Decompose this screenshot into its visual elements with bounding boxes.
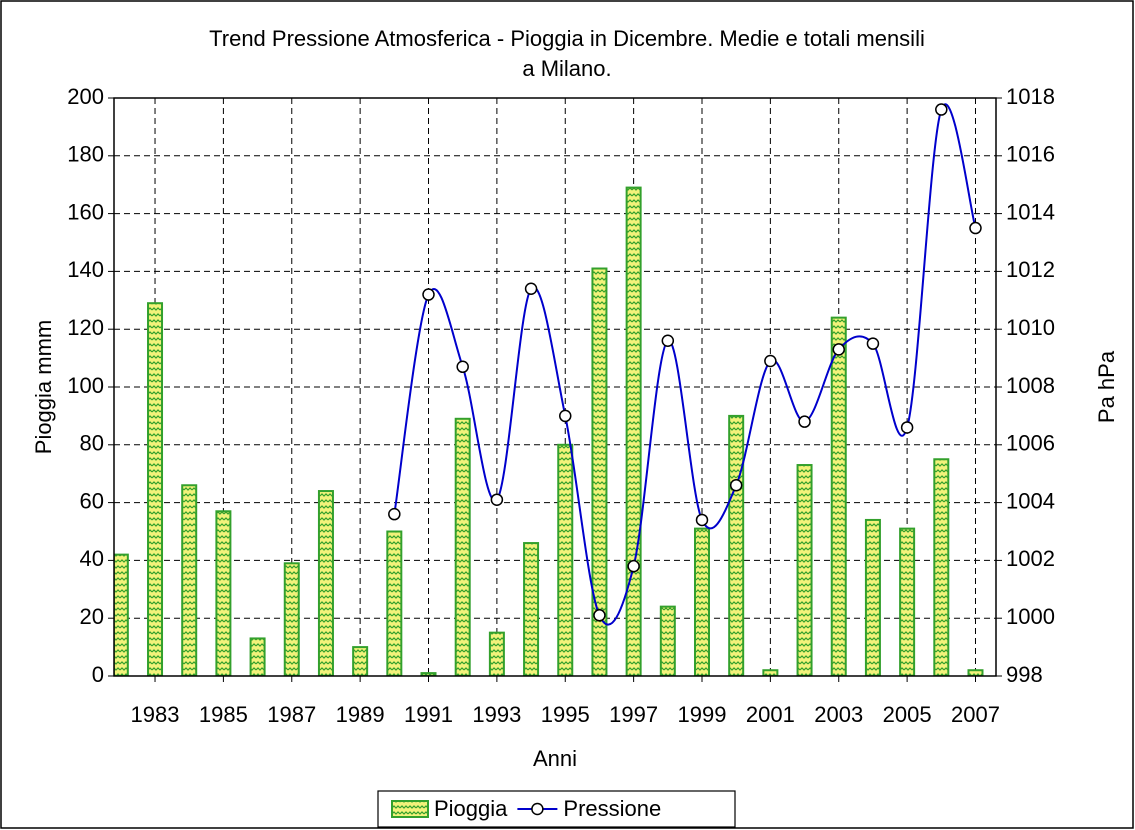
point <box>695 513 709 527</box>
y-tick-label: 160 <box>67 199 104 224</box>
bar <box>728 414 745 676</box>
bar <box>249 637 266 676</box>
x-tick-label: 1993 <box>472 702 521 727</box>
y2-tick-label: 1006 <box>1006 431 1055 456</box>
bar <box>659 605 676 676</box>
bar <box>317 490 334 676</box>
x-tick-label: 1991 <box>404 702 453 727</box>
bar <box>147 302 164 676</box>
x-tick-label: 1985 <box>199 702 248 727</box>
point <box>456 360 469 374</box>
y-tick-label: 40 <box>80 546 104 571</box>
x-tick-label: 1995 <box>541 702 590 727</box>
point <box>866 337 880 350</box>
y-tick-label: 80 <box>80 431 104 456</box>
y2-tick-label: 1014 <box>1006 199 1055 224</box>
point <box>832 343 845 356</box>
x-axis-title: Anni <box>533 746 577 771</box>
y2-axis-title: Pa hPa <box>1094 350 1119 423</box>
x-tick-label: 1987 <box>267 702 316 727</box>
bar <box>967 669 984 676</box>
y-axis-title: Pioggia mmm <box>31 320 56 454</box>
x-tick-label: 2005 <box>883 702 932 727</box>
y-tick-label: 20 <box>80 604 104 629</box>
y2-tick-label: 1016 <box>1006 142 1055 167</box>
bar <box>694 527 710 676</box>
chart-title: a Milano. <box>522 56 611 81</box>
bar <box>796 464 813 676</box>
y2-tick-label: 1010 <box>1006 315 1055 340</box>
bar <box>899 527 916 676</box>
point <box>524 282 538 295</box>
bar <box>830 316 847 676</box>
y2-tick-label: 1002 <box>1006 546 1055 571</box>
point <box>559 409 572 423</box>
y2-tick-label: 998 <box>1006 662 1043 687</box>
bar <box>864 518 881 676</box>
y-tick-label: 60 <box>80 488 104 513</box>
y-tick-label: 100 <box>67 373 104 398</box>
point <box>422 288 435 301</box>
point <box>388 507 401 521</box>
point <box>490 493 504 506</box>
legend-label: Pioggia <box>434 796 508 821</box>
bar <box>114 553 129 676</box>
point <box>900 421 914 434</box>
point <box>798 415 811 428</box>
point <box>661 334 675 348</box>
bar <box>283 562 300 676</box>
bar <box>386 530 403 676</box>
bar <box>352 646 369 676</box>
legend-label: Pressione <box>563 796 661 821</box>
point <box>593 609 606 622</box>
bar <box>557 443 574 676</box>
plot-frame <box>113 97 997 677</box>
y2-tick-label: 1000 <box>1006 604 1055 629</box>
x-tick-label: 1989 <box>336 702 385 727</box>
y2-tick-label: 1018 <box>1006 84 1055 109</box>
point <box>935 103 948 116</box>
bar <box>488 631 505 676</box>
x-tick-label: 2001 <box>746 702 795 727</box>
y-tick-label: 180 <box>67 142 104 167</box>
x-tick-label: 2003 <box>814 702 863 727</box>
x-tick-label: 1997 <box>609 702 658 727</box>
bar <box>762 669 779 676</box>
legend-swatch <box>391 800 429 818</box>
y-tick-label: 200 <box>67 84 104 109</box>
x-tick-label: 2007 <box>951 702 1000 727</box>
y2-tick-label: 1012 <box>1006 257 1055 282</box>
point <box>969 221 982 235</box>
x-tick-label: 1983 <box>131 702 180 727</box>
plot-area <box>114 186 984 676</box>
bar <box>625 186 642 676</box>
y-tick-label: 120 <box>67 315 104 340</box>
x-tick-label: 1999 <box>678 702 727 727</box>
bar <box>933 458 950 676</box>
point <box>627 559 640 573</box>
y-tick-label: 140 <box>67 257 104 282</box>
y2-tick-label: 1004 <box>1006 488 1055 513</box>
point <box>764 354 777 368</box>
bar <box>454 417 471 676</box>
bar <box>591 267 608 676</box>
point <box>729 479 743 492</box>
y2-tick-label: 1008 <box>1006 373 1055 398</box>
bar <box>523 542 540 676</box>
chart-title: Trend Pressione Atmosferica - Pioggia in… <box>209 26 925 51</box>
bar <box>215 510 232 676</box>
y-tick-label: 0 <box>92 662 104 687</box>
legend-marker <box>531 802 544 816</box>
bar <box>181 484 198 676</box>
